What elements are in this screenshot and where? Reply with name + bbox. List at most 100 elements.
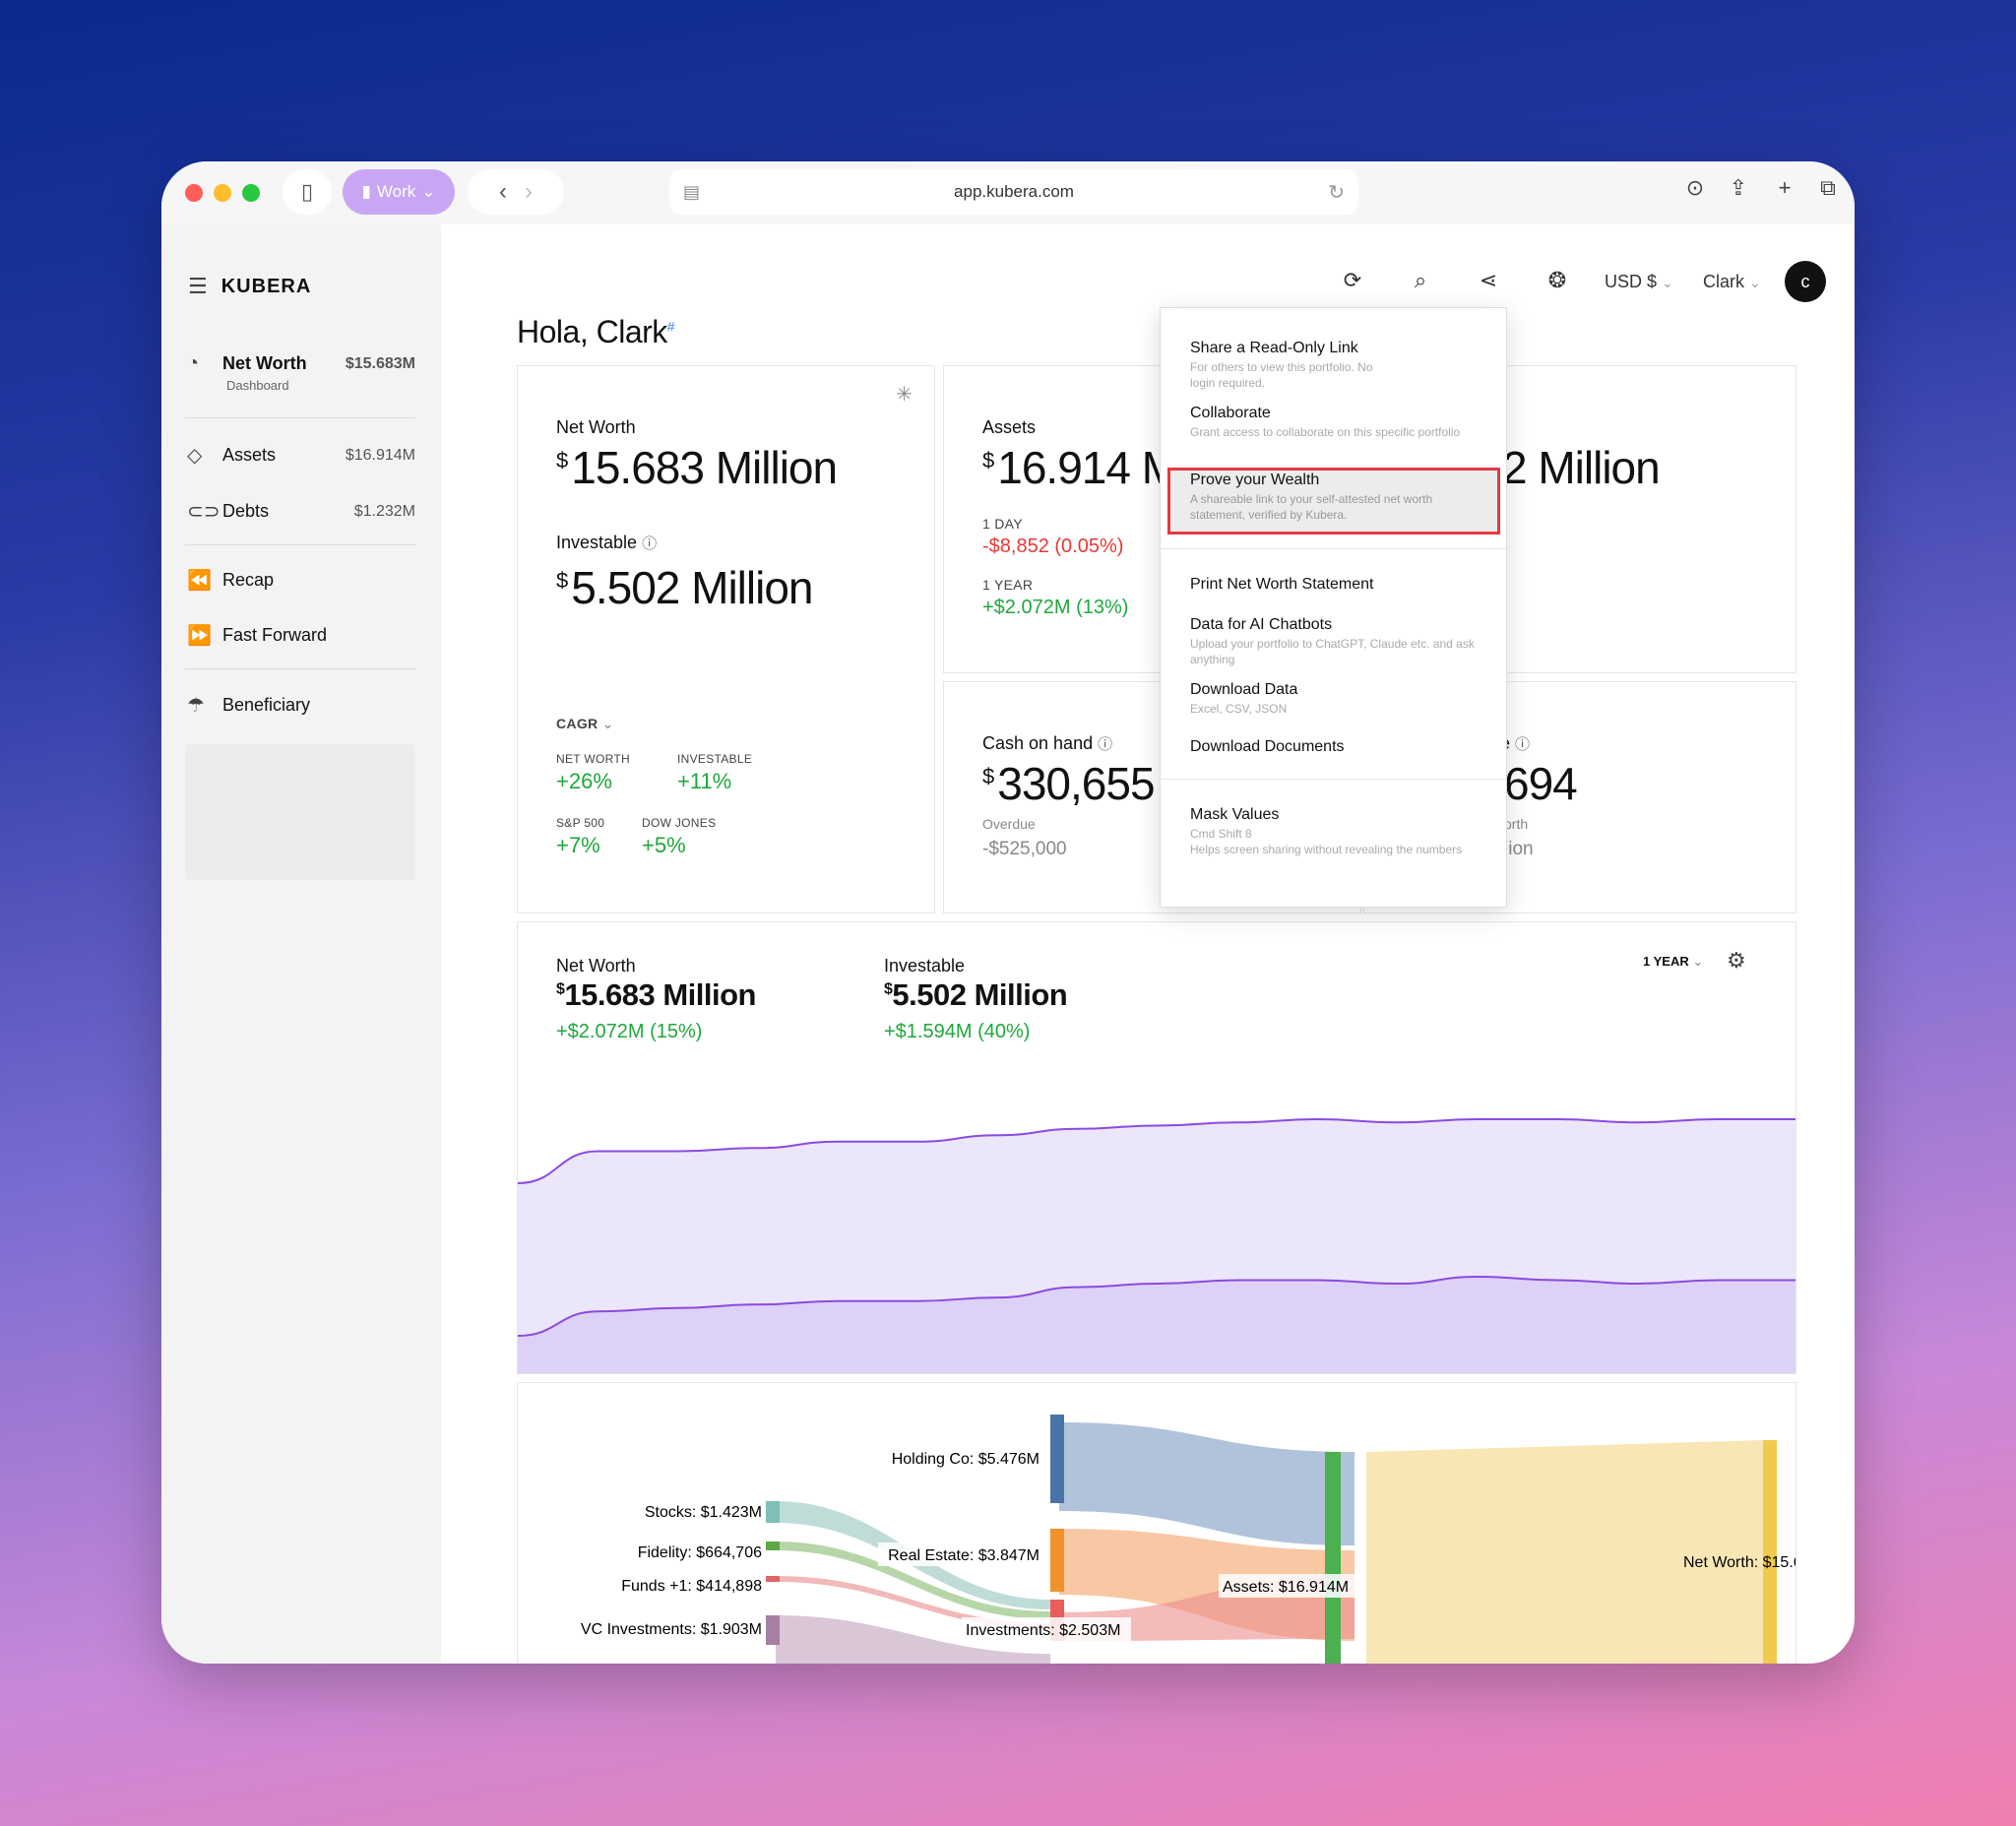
currency-symbol: $	[982, 447, 994, 472]
investable-area	[518, 1277, 1796, 1373]
page-settings-icon[interactable]: ▤	[683, 181, 701, 202]
sidebar-toggle-icon[interactable]: ▯	[283, 169, 332, 215]
chart-inv-label: Investable	[884, 956, 966, 976]
menu-item-prove-wealth[interactable]: Prove your Wealth A shareable link to yo…	[1190, 472, 1485, 523]
menu-item-download-documents[interactable]: Download Documents	[1190, 738, 1345, 756]
sankey-node-vc	[766, 1615, 780, 1645]
sankey-chart: Holding Co: $5.476M Stocks: $1.423M Fide…	[581, 1415, 1796, 1664]
menu-item-desc: For others to view this portfolio. No lo…	[1190, 360, 1373, 390]
menu-item-desc: Grant access to collaborate on this spec…	[1190, 425, 1461, 439]
minimize-window-button[interactable]	[214, 184, 231, 202]
cash-label-text: Cash on hand	[982, 733, 1094, 753]
cagr-dropdown[interactable]: CAGR ⌄	[556, 716, 614, 731]
sidebar-item-net-worth[interactable]: ◔ Net Worth $15.683M	[187, 352, 415, 375]
investable-line	[518, 1275, 1796, 1337]
ai-assistant-icon[interactable]: ❂	[1547, 268, 1567, 292]
currency-symbol: $	[556, 567, 568, 593]
sankey-node-assets	[1325, 1452, 1341, 1664]
sankey-label: VC Investments: $1.903M	[581, 1621, 762, 1638]
menu-item-shortcut: Cmd Shift 8	[1190, 827, 1252, 841]
menu-item-title: Data for AI Chatbots	[1190, 616, 1333, 633]
cagr-label: CAGR	[556, 716, 598, 731]
profile-switcher[interactable]: ▮ Work ⌄	[343, 169, 455, 215]
menu-item-title: Prove your Wealth	[1190, 472, 1320, 488]
cagr-label: S&P 500	[556, 816, 605, 830]
refresh-icon[interactable]: ⟳	[1343, 268, 1362, 292]
back-icon[interactable]: ‹	[499, 178, 507, 205]
investable-value: $5.502 Million	[556, 561, 814, 614]
search-icon[interactable]: ⌕	[1414, 268, 1427, 292]
net-worth-chart-card: Net Worth $15.683 Million +$2.072M (15%)…	[517, 921, 1796, 1374]
divider	[185, 668, 415, 669]
currency-label: USD $	[1605, 272, 1658, 291]
menu-item-title: Print Net Worth Statement	[1190, 576, 1374, 593]
sankey-label: Real Estate: $3.847M	[888, 1547, 1040, 1564]
sidebar-item-amount: $16.914M	[345, 446, 415, 464]
browser-toolbar: ▯ ▮ Work ⌄ ‹ › ▤ app.kubera.com ↻ ⊙ ⇪ + …	[161, 161, 1855, 224]
cash-value: $330,655	[982, 757, 1156, 810]
menu-item-download-data[interactable]: Download Data Excel, CSV, JSON	[1190, 681, 1485, 717]
sankey-flow	[776, 1615, 1050, 1664]
forward-icon[interactable]: ›	[525, 178, 533, 205]
sidebar-item-sublabel: Dashboard	[226, 378, 289, 393]
new-tab-icon[interactable]: +	[1778, 175, 1792, 200]
assets-amount: 16.914 M	[997, 442, 1179, 493]
sankey-label: Investments: $2.503M	[966, 1622, 1120, 1639]
currency-symbol: $	[556, 980, 565, 998]
help-icon[interactable]: ⓘ	[642, 535, 658, 552]
period-dropdown[interactable]: 1 YEAR ⌄	[1643, 954, 1704, 969]
sidebar-item-label: Debts	[222, 501, 270, 521]
profile-badge-icon: ▮	[361, 182, 371, 201]
share-icon[interactable]: ⇪	[1729, 175, 1748, 200]
url-text: app.kubera.com	[954, 182, 1074, 201]
summary-value: 694	[1504, 758, 1578, 809]
sidebar-item-beneficiary[interactable]: ☂ Beneficiary	[187, 693, 415, 718]
umbrella-icon: ☂	[187, 695, 205, 717]
overdue-label: Overdue	[982, 816, 1036, 832]
maximize-window-button[interactable]	[242, 184, 260, 202]
period-label: 1 YEAR	[1643, 954, 1689, 969]
help-icon[interactable]: ⓘ	[1515, 736, 1531, 753]
share-icon[interactable]: ⋖	[1479, 268, 1498, 292]
menu-item-ai-data[interactable]: Data for AI Chatbots Upload your portfol…	[1190, 616, 1476, 667]
currency-symbol: $	[556, 447, 568, 472]
sankey-label: Funds +1: $414,898	[621, 1578, 762, 1595]
close-window-button[interactable]	[185, 184, 203, 202]
tab-overview-icon[interactable]: ⧉	[1820, 175, 1836, 200]
menu-item-title: Download Documents	[1190, 738, 1345, 755]
downloads-icon[interactable]: ⊙	[1685, 175, 1705, 200]
menu-item-collaborate[interactable]: Collaborate Grant access to collaborate …	[1190, 405, 1476, 440]
sidebar-item-recap[interactable]: ⏪ Recap	[187, 568, 415, 593]
day-label: 1 DAY	[982, 516, 1023, 532]
menu-item-mask-values[interactable]: Mask Values Cmd Shift 8 Helps screen sha…	[1190, 806, 1485, 857]
gear-icon[interactable]: ⚙	[1727, 948, 1746, 973]
sidebar-item-assets[interactable]: ◇ Assets $16.914M	[187, 443, 415, 468]
sankey-node-funds	[766, 1576, 780, 1582]
sidebar-item-debts[interactable]: ⊂⊃ Debts $1.232M	[187, 499, 415, 524]
net-worth-label: Net Worth	[556, 417, 636, 437]
assets-value: $16.914 M	[982, 441, 1179, 494]
sparkle-icon[interactable]: ✳	[896, 384, 913, 406]
share-menu: Share a Read-Only Link For others to vie…	[1160, 307, 1507, 908]
hamburger-menu-icon[interactable]: ☰	[188, 274, 208, 298]
menu-item-print-statement[interactable]: Print Net Worth Statement	[1190, 576, 1373, 594]
address-bar[interactable]: ▤ app.kubera.com ↻	[669, 169, 1358, 215]
menu-item-desc: Upload your portfolio to ChatGPT, Claude…	[1190, 637, 1475, 666]
currency-selector[interactable]: USD $ ⌄	[1605, 272, 1673, 291]
net-worth-line	[518, 1117, 1796, 1184]
avatar[interactable]: c	[1785, 261, 1826, 302]
help-icon[interactable]: ⓘ	[1098, 736, 1113, 753]
sidebar-item-fast-forward[interactable]: ⏩ Fast Forward	[187, 623, 415, 648]
menu-item-desc: Helps screen sharing without revealing t…	[1190, 843, 1463, 856]
sankey-node-fidelity	[766, 1542, 780, 1550]
cagr-value: +7%	[556, 833, 600, 857]
menu-item-share-read-only[interactable]: Share a Read-Only Link For others to vie…	[1190, 340, 1397, 391]
sankey-node-net-worth	[1763, 1440, 1777, 1664]
user-menu[interactable]: Clark ⌄	[1703, 272, 1761, 291]
menu-item-title: Collaborate	[1190, 405, 1271, 421]
sidebar-item-label: Beneficiary	[222, 695, 311, 715]
menu-divider	[1161, 779, 1506, 780]
summary-sub-label: orth	[1504, 816, 1529, 832]
menu-item-desc: A shareable link to your self-attested n…	[1190, 492, 1433, 522]
reload-icon[interactable]: ↻	[1328, 181, 1345, 204]
